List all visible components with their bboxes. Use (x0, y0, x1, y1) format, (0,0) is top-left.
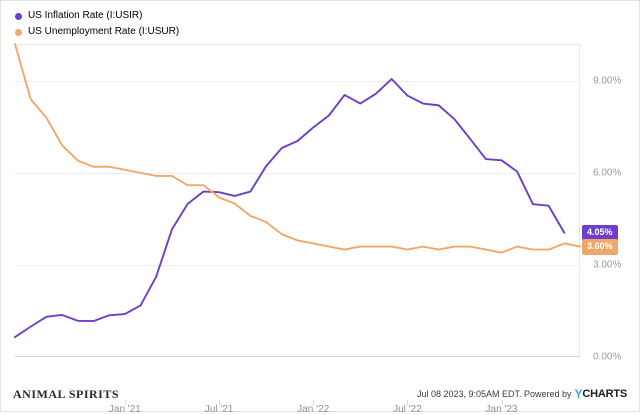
x-axis-tick-mark (501, 400, 503, 405)
ycharts-logo-y: Y (574, 387, 583, 401)
flag-unemployment-value: 3.60% (582, 238, 618, 255)
ycharts-logo[interactable]: Y CHARTS (574, 387, 628, 401)
plot-area: 0.00% 3.00% 6.00% 9.00% Jan '21 Jul '21 Jan '… (14, 43, 621, 415)
legend-dot-icon (15, 28, 22, 36)
gridline (15, 80, 580, 82)
line-inflation (14, 78, 566, 338)
x-axis-line (15, 356, 580, 357)
x-axis-tick-mark (407, 400, 409, 405)
x-axis-tick-mark (219, 400, 221, 405)
flag-inflation-value: 4.05% (582, 224, 618, 241)
x-axis-tick-mark (124, 400, 126, 405)
y-axis-tick-label: 0.00% (593, 351, 622, 363)
x-axis-tick-mark (313, 400, 315, 405)
footer-timestamp: Jul 08 2023, 9:05AM EDT. Powered by (416, 389, 572, 399)
plot-frame (15, 44, 580, 357)
animal-spirits-logo: ANIMAL SPIRITS (13, 387, 120, 401)
x-axis-tick-label: Jul '22 (393, 404, 422, 415)
chart-footer-attribution: Jul 08 2023, 9:05AM EDT. Powered by Y CHA… (417, 387, 627, 401)
legend-item-inflation[interactable]: US Inflation Rate (I:USIR) (15, 10, 179, 22)
legend-dot-icon (15, 12, 22, 20)
chart-legend: US Inflation Rate (I:USIR) US Unemployme… (15, 10, 179, 38)
legend-item-unemployment[interactable]: US Unemployment Rate (I:USUR) (15, 26, 179, 38)
line-unemployment (14, 43, 581, 254)
x-axis-tick-label: Jan '22 (297, 404, 330, 415)
ycharts-logo-text: CHARTS (582, 388, 627, 400)
y-axis-tick-label: 9.00% (593, 75, 622, 87)
series-lines (14, 43, 581, 338)
x-axis-tick-label: Jul '21 (204, 404, 234, 415)
legend-label-unemployment: US Unemployment Rate (I:USUR) (28, 26, 180, 37)
legend-label-inflation: US Inflation Rate (I:USIR) (28, 10, 143, 21)
y-axis-tick-label: 3.00% (593, 259, 622, 271)
x-axis-tick-label: Jan '23 (485, 404, 518, 415)
gridline (15, 172, 580, 174)
y-axis-tick-label: 6.00% (593, 167, 622, 179)
x-axis-tick-label: Jan '21 (108, 404, 141, 415)
gridline (15, 264, 580, 266)
